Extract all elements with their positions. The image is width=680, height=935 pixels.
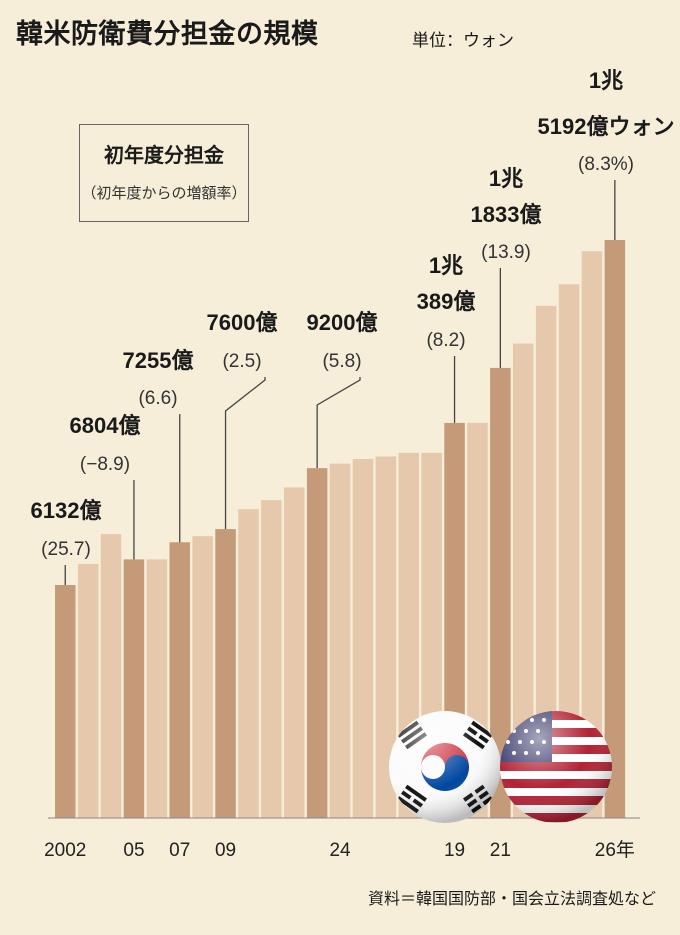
annotation-leader-line	[224, 377, 266, 530]
bar	[352, 458, 374, 818]
annotation-value-label: 6804億	[70, 413, 141, 438]
x-tick-label: 21	[490, 840, 511, 861]
source-note: 資料＝韓国国防部・国会立法調査処など	[367, 889, 656, 908]
annotation-value-label: 9200億	[307, 310, 378, 335]
annotation-value-label: 5192億ウォン	[538, 114, 675, 139]
bar	[215, 529, 236, 818]
annotation-percent-label: (8.2)	[426, 330, 465, 351]
bar	[490, 367, 511, 818]
annotation-value-label: 1兆	[429, 253, 463, 278]
annotation-percent-label: (5.8)	[322, 351, 361, 372]
bar	[123, 559, 145, 818]
bar	[513, 343, 534, 818]
unit-label: 単位：ウォン	[412, 31, 514, 51]
legend-subtitle: （初年度からの増額率）	[81, 184, 247, 202]
annotation-value-label: 1兆	[489, 166, 523, 191]
annotation-percent-label: (13.9)	[481, 242, 531, 263]
bar	[375, 456, 397, 818]
chart-title: 韓米防衛費分担金の規模	[16, 19, 319, 50]
x-tick-label: 2002	[44, 840, 86, 861]
annotation-percent-label: (−8.9)	[80, 454, 130, 475]
x-tick-label: 26年	[595, 839, 635, 861]
bar	[261, 500, 282, 818]
bar	[146, 559, 168, 818]
annotation-value-label: 7255億	[123, 348, 194, 373]
annotation-value-label: 6132億	[31, 498, 102, 523]
annotation-percent-label: (6.6)	[138, 388, 177, 409]
x-tick-label: 19	[444, 840, 465, 861]
south-korea-flag	[389, 711, 501, 823]
bar	[169, 542, 190, 818]
legend-box: 初年度分担金 （初年度からの増額率）	[79, 124, 249, 222]
bar	[558, 284, 580, 819]
bar	[100, 534, 122, 818]
x-tick-label: 09	[215, 840, 236, 861]
annotation-value-label: 1兆	[589, 68, 623, 93]
bar	[55, 585, 76, 818]
annotation-leader-line	[316, 377, 361, 469]
bar	[581, 251, 603, 818]
annotation-value-label: 7600億	[207, 310, 278, 335]
bar	[604, 240, 626, 818]
bar	[284, 487, 305, 818]
annotation-percent-label: (8.3%)	[578, 154, 634, 175]
legend-title: 初年度分担金	[104, 143, 224, 167]
annotation-percent-label: (2.5)	[222, 351, 261, 372]
bar	[238, 509, 259, 818]
bar	[329, 463, 351, 818]
annotation-value-label: 389億	[417, 289, 476, 314]
bar	[192, 536, 213, 818]
united-states-flag	[500, 711, 612, 823]
annotation-percent-label: (25.7)	[41, 539, 91, 560]
x-tick-label: 05	[123, 840, 144, 861]
bar	[535, 305, 557, 818]
x-tick-label: 24	[329, 840, 351, 861]
bar	[77, 563, 99, 818]
bar	[306, 468, 328, 818]
annotation-value-label: 1833億	[471, 202, 542, 227]
x-tick-label: 07	[169, 840, 190, 861]
